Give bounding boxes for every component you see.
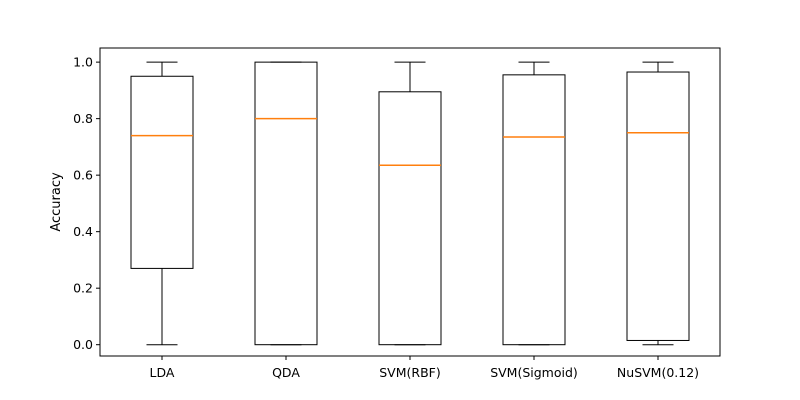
box-3: [502, 61, 566, 346]
plot-marks: [130, 61, 690, 346]
y-tick-label: 0.4: [73, 224, 93, 239]
y-tick-label: 0.0: [73, 337, 93, 352]
iqr-box: [378, 91, 442, 346]
y-axis-label: Accuracy: [49, 172, 64, 232]
iqr-box: [502, 74, 566, 346]
iqr-box: [254, 61, 318, 346]
x-tick-label: QDA: [272, 365, 300, 380]
y-tick-label: 0.8: [73, 111, 93, 126]
x-tick-label: SVM(RBF): [379, 365, 440, 380]
x-tick-label: NuSVM(0.12): [617, 365, 699, 380]
iqr-box: [626, 71, 690, 341]
box-4: [626, 61, 690, 346]
box-0: [130, 61, 194, 346]
y-axis: 0.0 0.2 0.4 0.6 0.8 1.0: [73, 55, 100, 352]
y-tick-label: 1.0: [73, 55, 93, 70]
y-tick-label: 0.2: [73, 281, 93, 296]
y-tick-label: 0.6: [73, 168, 93, 183]
x-tick-label: SVM(Sigmoid): [490, 365, 578, 380]
box-2: [378, 61, 442, 346]
x-tick-label: LDA: [150, 365, 175, 380]
box-1: [254, 61, 318, 346]
x-axis: LDA QDA SVM(RBF) SVM(Sigmoid) NuSVM(0.12): [150, 356, 699, 380]
iqr-box: [130, 75, 194, 269]
